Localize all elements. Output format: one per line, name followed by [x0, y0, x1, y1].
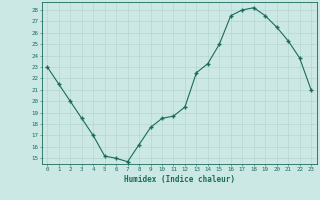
- X-axis label: Humidex (Indice chaleur): Humidex (Indice chaleur): [124, 175, 235, 184]
